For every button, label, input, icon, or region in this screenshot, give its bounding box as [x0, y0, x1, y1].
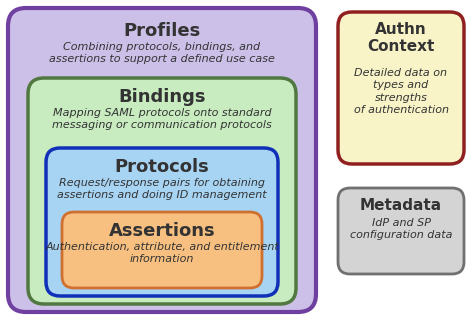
Text: Authn
Context: Authn Context: [367, 22, 435, 54]
FancyBboxPatch shape: [338, 188, 464, 274]
FancyBboxPatch shape: [62, 212, 262, 288]
FancyBboxPatch shape: [28, 78, 296, 304]
Text: Metadata: Metadata: [360, 198, 442, 213]
Text: Request/response pairs for obtaining
assertions and doing ID management: Request/response pairs for obtaining ass…: [57, 178, 267, 201]
Text: Mapping SAML protocols onto standard
messaging or communication protocols: Mapping SAML protocols onto standard mes…: [52, 108, 272, 130]
Text: Detailed data on
types and
strengths
of authentication: Detailed data on types and strengths of …: [353, 68, 448, 115]
Text: Protocols: Protocols: [114, 158, 209, 176]
Text: Bindings: Bindings: [118, 88, 206, 106]
Text: Assertions: Assertions: [109, 222, 215, 240]
Text: Authentication, attribute, and entitlement
information: Authentication, attribute, and entitleme…: [45, 242, 279, 264]
Text: Combining protocols, bindings, and
assertions to support a defined use case: Combining protocols, bindings, and asser…: [49, 42, 275, 64]
FancyBboxPatch shape: [338, 12, 464, 164]
FancyBboxPatch shape: [8, 8, 316, 312]
Text: Profiles: Profiles: [124, 22, 200, 40]
FancyBboxPatch shape: [46, 148, 278, 296]
Text: IdP and SP
configuration data: IdP and SP configuration data: [350, 218, 452, 240]
